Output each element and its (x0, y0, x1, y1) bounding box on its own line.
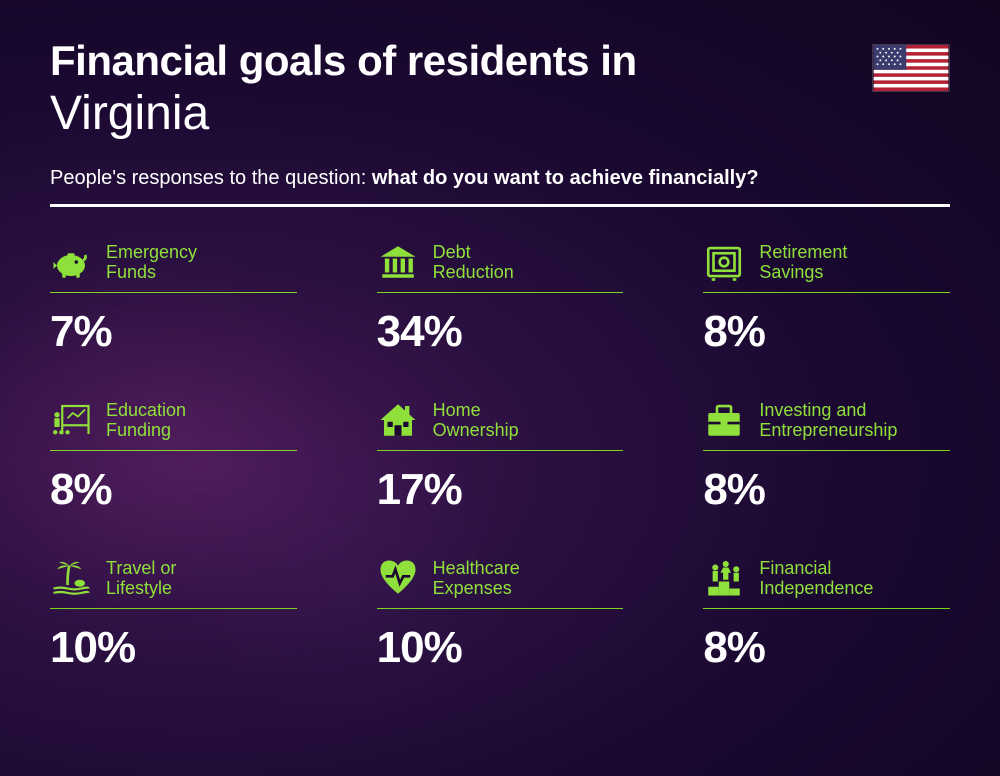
item-value: 10% (50, 623, 297, 673)
item-head: EducationFunding (50, 399, 297, 451)
item-head: FinancialIndependence (703, 557, 950, 609)
item-label: RetirementSavings (759, 242, 847, 283)
item-head: Investing andEntrepreneurship (703, 399, 950, 451)
title-line1: Financial goals of residents in (50, 38, 950, 84)
item-head: HomeOwnership (377, 399, 624, 451)
item-education-funding: EducationFunding 8% (50, 399, 297, 515)
safe-icon (703, 241, 745, 283)
item-value: 7% (50, 307, 297, 357)
presentation-icon (50, 399, 92, 441)
palm-beach-icon (50, 557, 92, 599)
item-head: DebtReduction (377, 241, 624, 293)
infographic-container: Financial goals of residents in Virginia… (0, 0, 1000, 703)
item-label: EducationFunding (106, 400, 186, 441)
items-grid: EmergencyFunds 7% DebtReduction 34% Reti… (50, 241, 950, 673)
item-label: DebtReduction (433, 242, 514, 283)
title-line2: Virginia (50, 88, 950, 141)
item-label: HomeOwnership (433, 400, 519, 441)
piggy-bank-icon (50, 241, 92, 283)
item-label: EmergencyFunds (106, 242, 197, 283)
item-head: HealthcareExpenses (377, 557, 624, 609)
subtitle: People's responses to the question: what… (50, 167, 950, 190)
subtitle-prefix: People's responses to the question: (50, 167, 372, 189)
item-label: Travel orLifestyle (106, 558, 176, 599)
item-emergency-funds: EmergencyFunds 7% (50, 241, 297, 357)
item-label: FinancialIndependence (759, 558, 873, 599)
house-icon (377, 399, 419, 441)
item-head: EmergencyFunds (50, 241, 297, 293)
podium-icon (703, 557, 745, 599)
item-value: 8% (703, 623, 950, 673)
item-head: Travel orLifestyle (50, 557, 297, 609)
item-financial-independence: FinancialIndependence 8% (703, 557, 950, 673)
heart-pulse-icon (377, 557, 419, 599)
item-head: RetirementSavings (703, 241, 950, 293)
item-healthcare-expenses: HealthcareExpenses 10% (377, 557, 624, 673)
item-retirement-savings: RetirementSavings 8% (703, 241, 950, 357)
item-investing-entrepreneurship: Investing andEntrepreneurship 8% (703, 399, 950, 515)
bank-icon (377, 241, 419, 283)
item-home-ownership: HomeOwnership 17% (377, 399, 624, 515)
item-value: 17% (377, 465, 624, 515)
item-debt-reduction: DebtReduction 34% (377, 241, 624, 357)
briefcase-icon (703, 399, 745, 441)
us-flag-icon (872, 44, 950, 92)
subtitle-bold: what do you want to achieve financially? (372, 167, 759, 189)
item-label: Investing andEntrepreneurship (759, 400, 897, 441)
item-value: 8% (50, 465, 297, 515)
item-value: 8% (703, 307, 950, 357)
item-travel-lifestyle: Travel orLifestyle 10% (50, 557, 297, 673)
item-value: 8% (703, 465, 950, 515)
item-value: 34% (377, 307, 624, 357)
item-label: HealthcareExpenses (433, 558, 520, 599)
divider (50, 204, 950, 207)
item-value: 10% (377, 623, 624, 673)
header: Financial goals of residents in Virginia… (50, 38, 950, 207)
